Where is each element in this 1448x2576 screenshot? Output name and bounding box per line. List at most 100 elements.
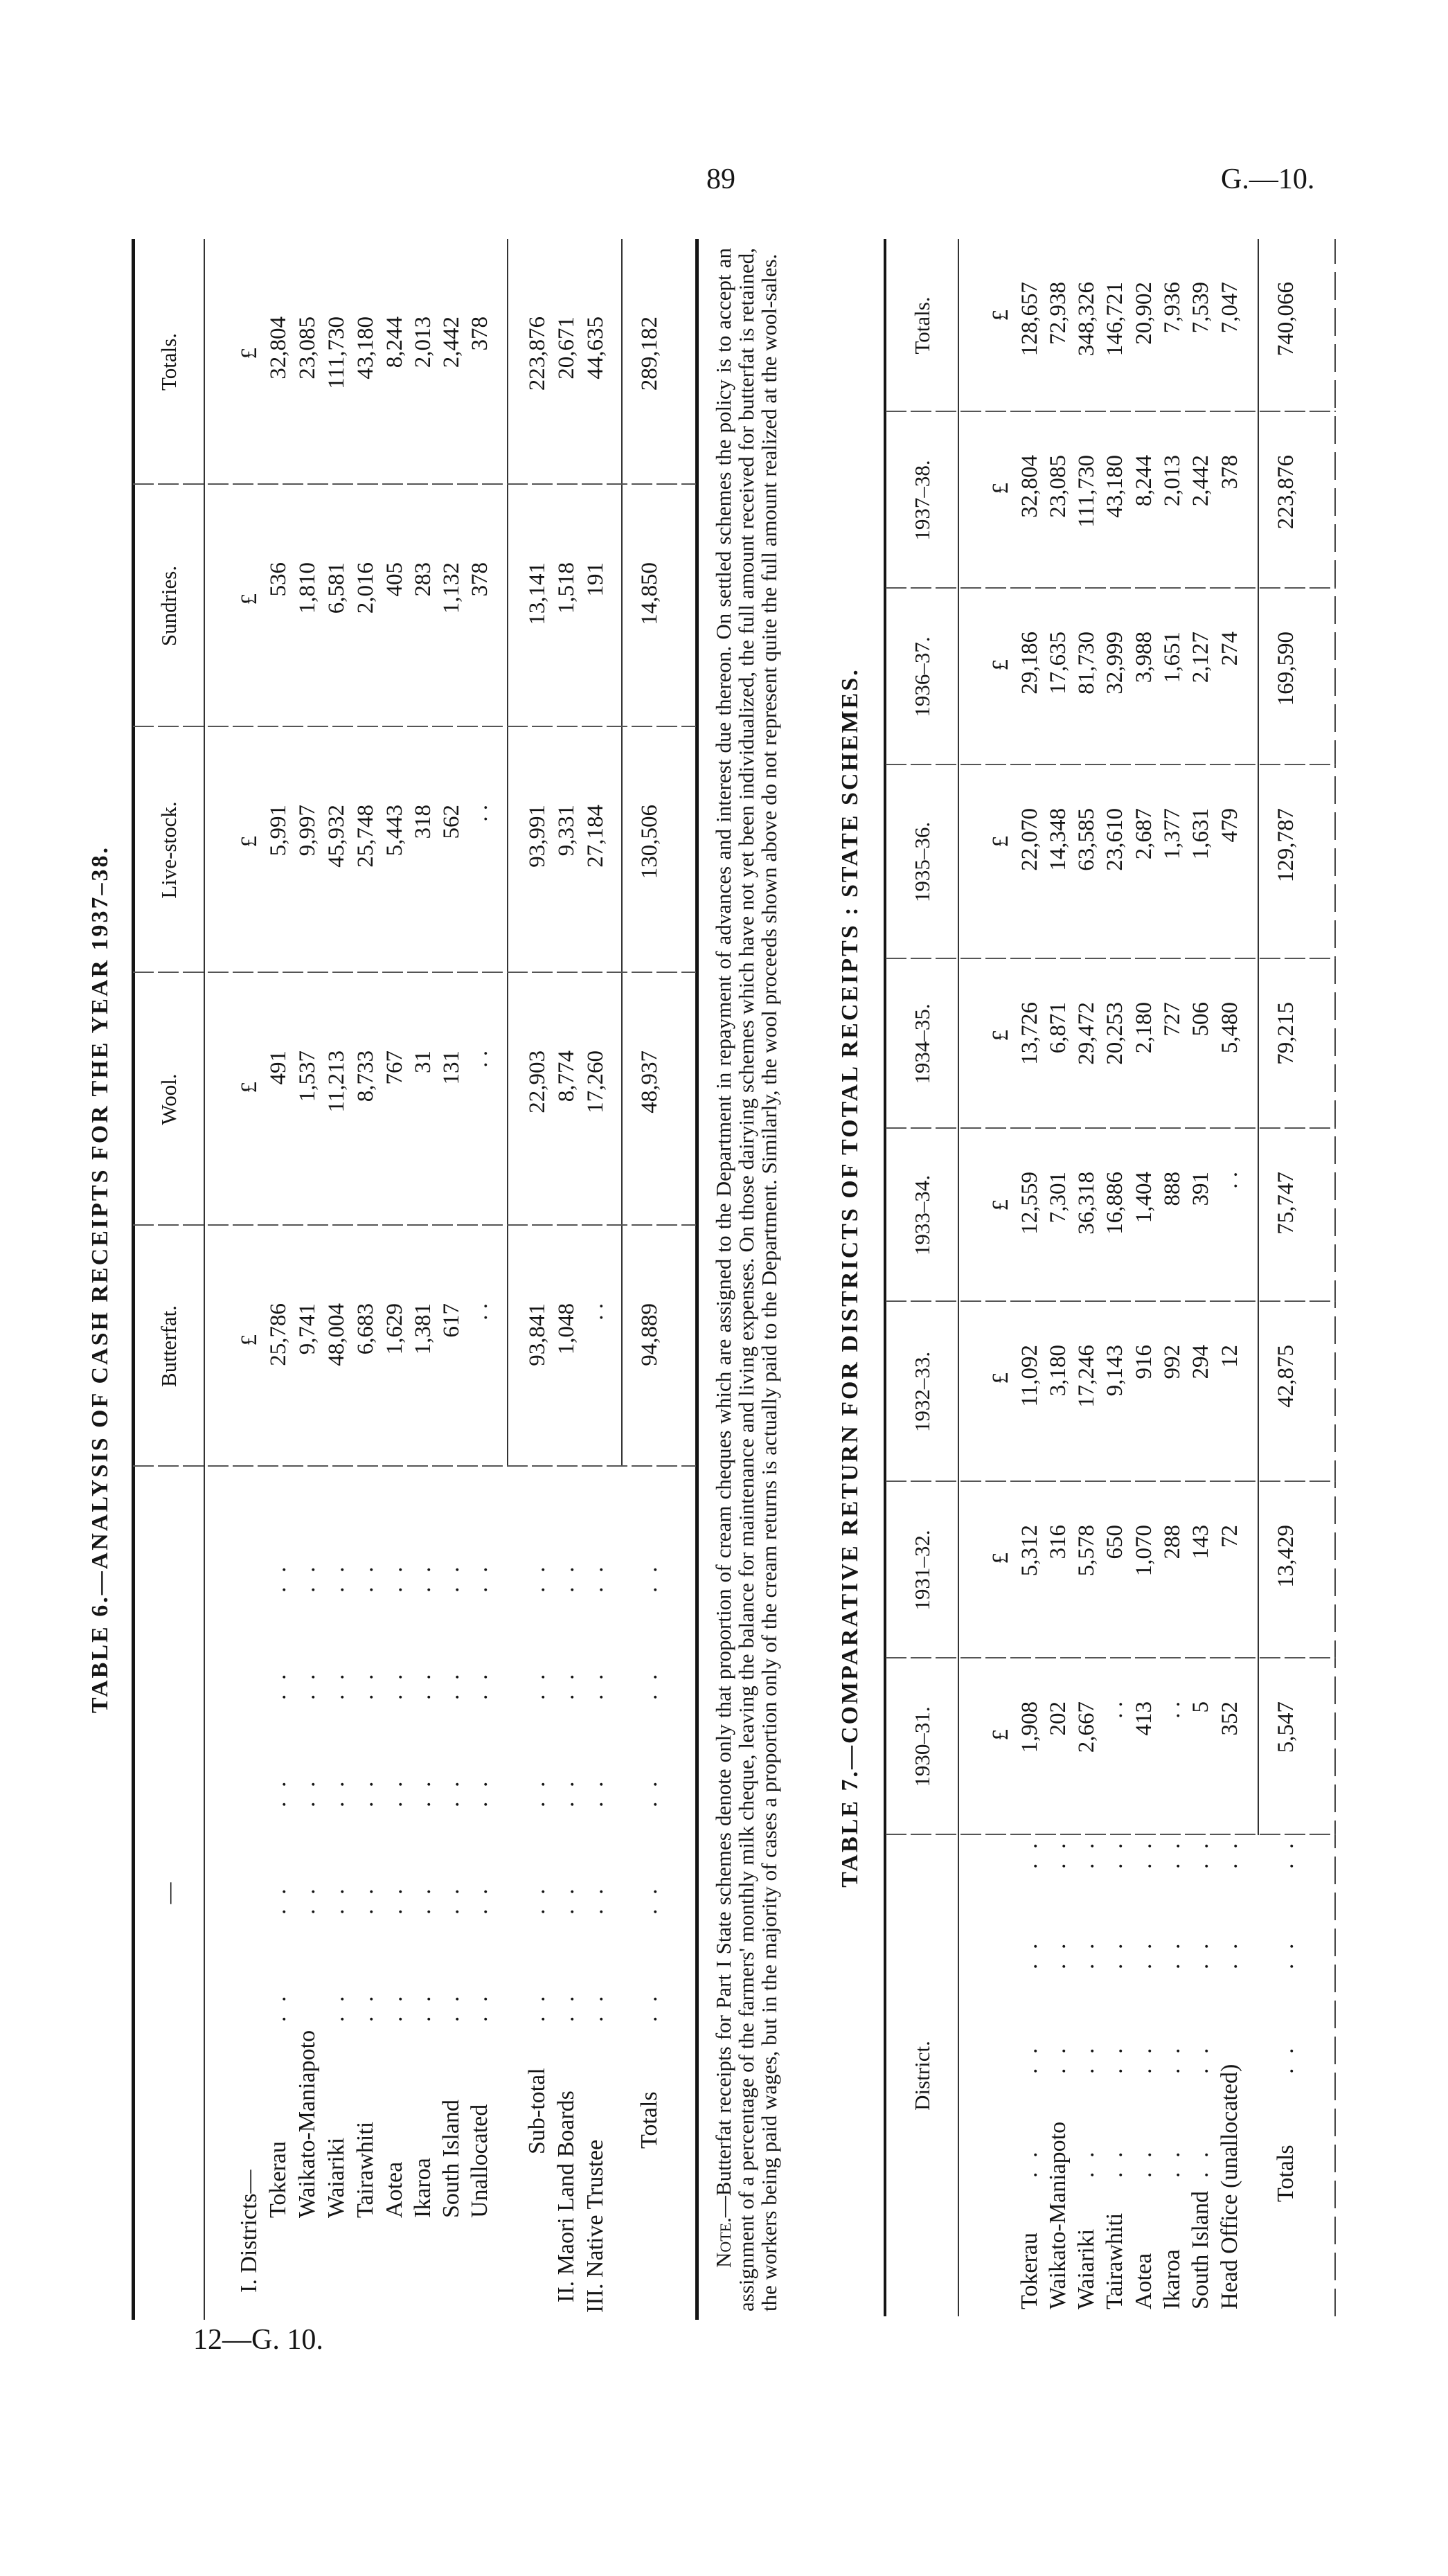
table-cell: 8,774 bbox=[554, 1050, 579, 1102]
table-cell: 5,443 bbox=[382, 805, 407, 857]
row-label: Totals bbox=[636, 2091, 662, 2149]
table-cell: 14,850 bbox=[637, 562, 662, 625]
row-label: Tokerau bbox=[265, 2141, 291, 2218]
currency-symbol: £ bbox=[988, 1729, 1013, 1741]
table-cell: 5,991 bbox=[266, 805, 291, 857]
table-cell: 3,180 bbox=[1046, 1345, 1071, 1397]
table-cell: 9,997 bbox=[295, 805, 320, 857]
dot-leader: . . bbox=[410, 1562, 436, 1593]
table-cell: 36,318 bbox=[1074, 1172, 1099, 1235]
dot-leader: . . bbox=[1188, 2043, 1213, 2075]
row-label-cell: Waiariki . . . . . . . . bbox=[1073, 1835, 1100, 2310]
table-cell: 1,518 bbox=[554, 562, 579, 614]
table-cell: 111,730 bbox=[1074, 455, 1099, 528]
table-rule bbox=[695, 239, 699, 2320]
row-label: Waikato-Maniapoto bbox=[294, 2030, 320, 2218]
dot-leader: . . bbox=[1217, 1939, 1242, 1970]
dot-leader: . . bbox=[438, 1992, 464, 2023]
row-label-cell: Ikaroa . . . . . . . . bbox=[1159, 1835, 1186, 2310]
dot-leader: . . bbox=[1188, 2147, 1213, 2179]
dot-leader: . . bbox=[553, 1884, 579, 1915]
table-cell: 11,092 bbox=[1017, 1345, 1042, 1407]
table-cell: 13,429 bbox=[1273, 1525, 1298, 1588]
table-cell: 223,876 bbox=[525, 316, 550, 391]
row-label: Aotea bbox=[1131, 2253, 1156, 2309]
table-cell: 20,671 bbox=[554, 316, 579, 379]
dot-leader: . . bbox=[382, 1884, 407, 1915]
table-cell: 111,730 bbox=[324, 316, 349, 389]
table-cell: 6,871 bbox=[1046, 1002, 1071, 1054]
table-cell: 223,876 bbox=[1273, 455, 1298, 530]
table-cell: 72,938 bbox=[1046, 282, 1071, 345]
dot-leader: . . bbox=[467, 1777, 492, 1808]
table-cell: 12 bbox=[1217, 1345, 1242, 1368]
table-cell: 23,610 bbox=[1102, 808, 1127, 871]
column-header: 1937–38. bbox=[909, 460, 934, 541]
dot-leader: . . bbox=[410, 1777, 436, 1808]
table-cell: 12,559 bbox=[1017, 1172, 1042, 1235]
table-cell: 727 bbox=[1160, 1002, 1185, 1037]
table-cell: 23,085 bbox=[1046, 455, 1071, 518]
dot-leader: . . bbox=[352, 1884, 378, 1915]
dot-leader: . . bbox=[582, 1884, 608, 1915]
currency-symbol: £ bbox=[237, 836, 262, 848]
dot-leader: . . bbox=[323, 1562, 349, 1593]
row-label: Tairawhiti bbox=[352, 2121, 378, 2218]
dot-leader: . . bbox=[524, 1884, 550, 1915]
table-cell: 2,013 bbox=[411, 316, 436, 368]
table-cell: 348,326 bbox=[1074, 282, 1099, 357]
dot-leader: . . bbox=[1131, 1939, 1156, 1970]
table-cell: 75,747 bbox=[1273, 1172, 1298, 1235]
dot-leader: . . bbox=[1131, 2147, 1156, 2179]
header-reference: G.—10. bbox=[1221, 163, 1315, 195]
table-cell: . . bbox=[1160, 1701, 1185, 1719]
dot-leader: . . bbox=[1188, 1939, 1213, 1970]
dot-leader: . . bbox=[323, 1992, 349, 2023]
table-cell: 1,537 bbox=[295, 1050, 320, 1102]
currency-symbol: £ bbox=[988, 1199, 1013, 1211]
table-cell: 1,132 bbox=[439, 562, 464, 614]
dot-leader: . . bbox=[1045, 1939, 1071, 1970]
dot-leader: . . bbox=[1188, 1839, 1213, 1870]
table-cell: 1,908 bbox=[1017, 1701, 1042, 1753]
dot-leader: . . bbox=[636, 1884, 662, 1915]
row-label-cell: Aotea . . . . . . . . . . bbox=[382, 1467, 408, 2219]
dot-leader: . . bbox=[467, 1670, 492, 1701]
table-cell: 5,547 bbox=[1273, 1701, 1298, 1753]
table-cell: 43,180 bbox=[353, 316, 378, 379]
row-label-cell: Ikaroa . . . . . . . . . . bbox=[410, 1467, 436, 2219]
table-cell: 32,804 bbox=[1017, 455, 1042, 518]
dot-leader: . . bbox=[1073, 2043, 1099, 2075]
currency-symbol: £ bbox=[237, 1334, 262, 1346]
dot-leader: . . bbox=[553, 1777, 579, 1808]
row-label-cell: Unallocated . . . . . . . . . . bbox=[467, 1467, 493, 2219]
dot-leader: . . bbox=[1217, 1839, 1242, 1870]
dot-leader: . . bbox=[265, 1884, 291, 1915]
table-cell: 1,631 bbox=[1188, 808, 1213, 860]
dot-leader: . . bbox=[1102, 2043, 1127, 2075]
table-cell: 16,886 bbox=[1102, 1172, 1127, 1235]
table-cell: 617 bbox=[439, 1303, 464, 1338]
dot-leader: . . bbox=[1102, 1939, 1127, 1970]
table-cell: 413 bbox=[1132, 1701, 1156, 1736]
row-label-cell: Sub-total . . . . . . . . . . bbox=[524, 1467, 551, 2155]
row-label-cell: Tokerau . . . . . . . . . . bbox=[265, 1467, 292, 2219]
table-cell: . . bbox=[583, 1303, 608, 1321]
dot-leader: . . bbox=[1273, 1939, 1298, 1970]
table-cell: 6,581 bbox=[324, 562, 349, 614]
table-cell: 20,902 bbox=[1132, 282, 1156, 345]
dot-leader: . . bbox=[265, 1562, 291, 1593]
currency-symbol: £ bbox=[988, 483, 1013, 494]
dot-leader: . . bbox=[582, 1992, 608, 2023]
row-label-cell: Aotea . . . . . . . . bbox=[1131, 1835, 1157, 2310]
table-cell: 479 bbox=[1217, 808, 1242, 843]
table-cell: 378 bbox=[1217, 455, 1242, 490]
dot-leader: . . bbox=[1131, 2043, 1156, 2075]
dot-leader: . . bbox=[524, 1992, 550, 2023]
dot-leader: . . bbox=[382, 1992, 407, 2023]
table-cell: 13,141 bbox=[525, 562, 550, 625]
table-cell: 2,442 bbox=[1188, 455, 1213, 507]
table-7-title: TABLE 7.—COMPARATIVE RETURN FOR DISTRICT… bbox=[837, 668, 863, 1888]
table-cell: . . bbox=[1102, 1701, 1127, 1719]
table-cell: 1,070 bbox=[1132, 1525, 1156, 1577]
